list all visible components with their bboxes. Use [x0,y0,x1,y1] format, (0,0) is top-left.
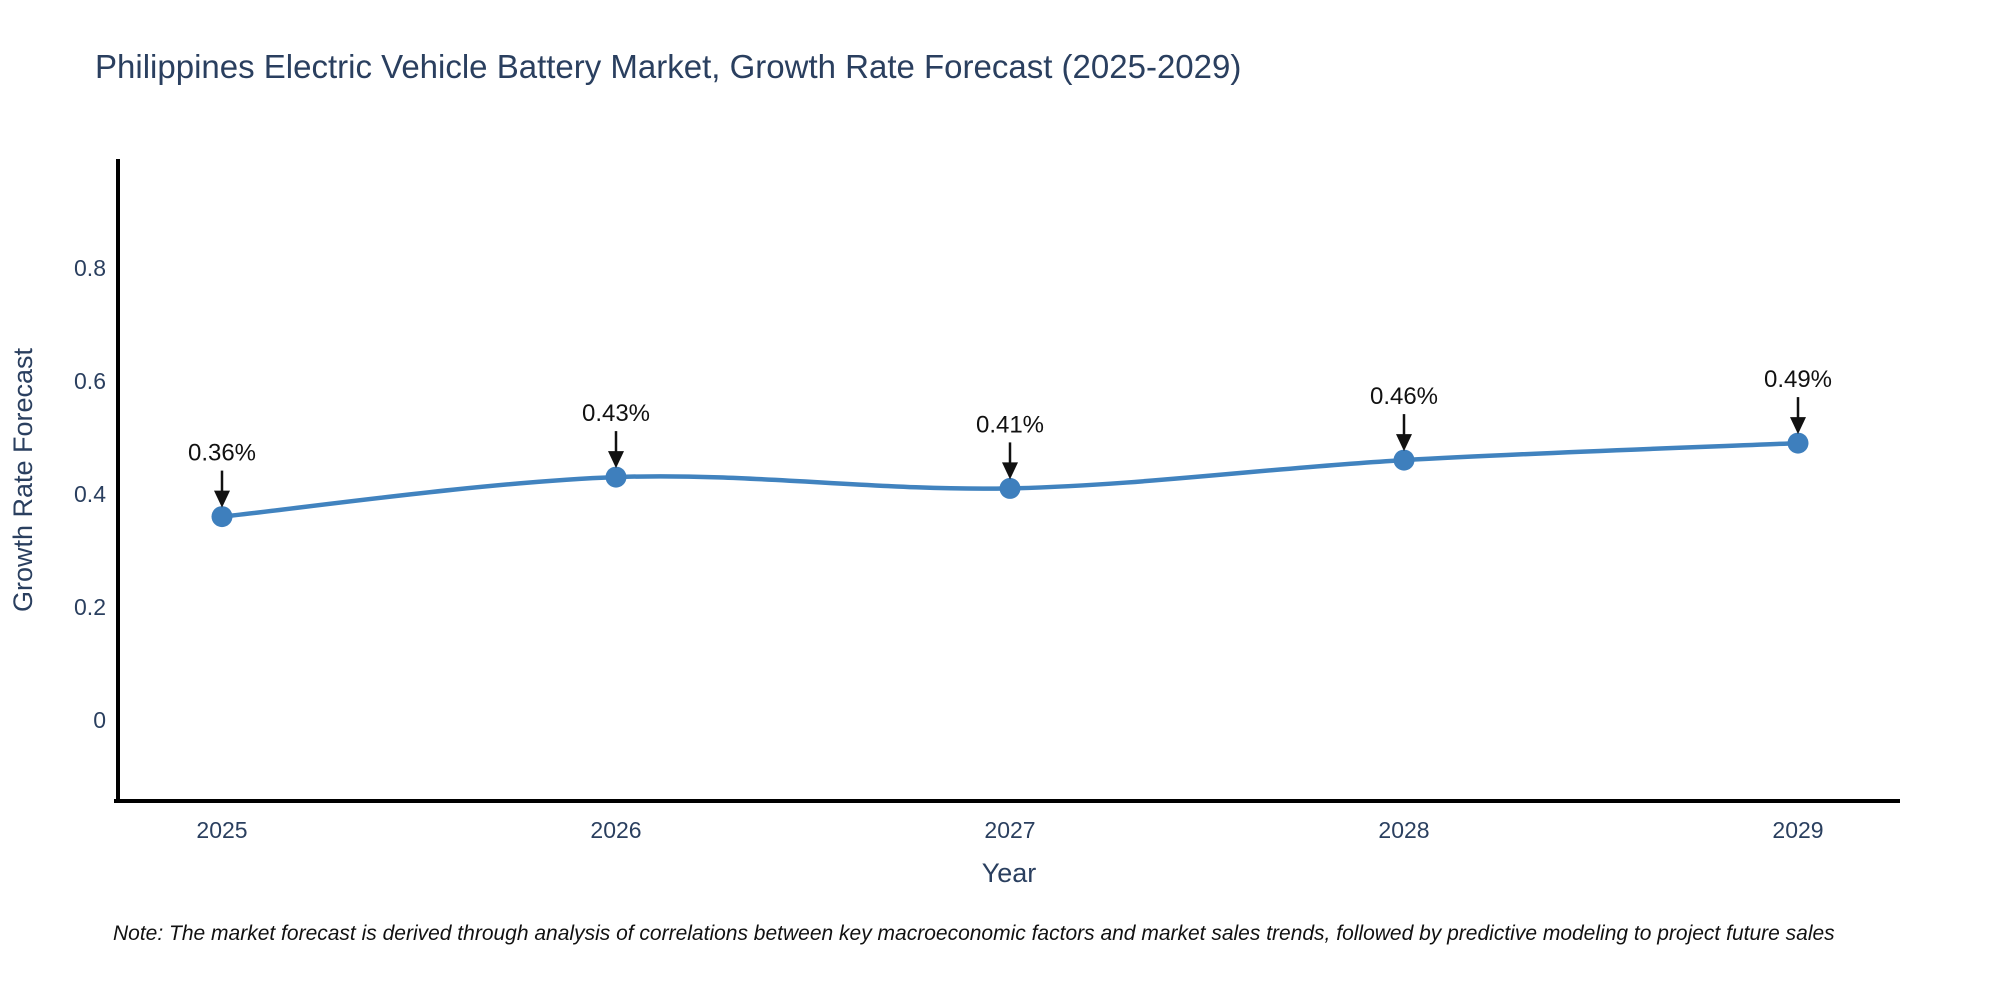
x-tick-label: 2026 [590,817,641,843]
chart-title: Philippines Electric Vehicle Battery Mar… [95,48,1242,85]
annotation-arrowhead-icon [608,451,624,469]
annotation-label: 0.49% [1764,366,1832,393]
y-tick-label: 0.2 [74,594,106,620]
data-point-2029[interactable] [1787,432,1809,454]
annotation-arrowhead-icon [214,490,230,508]
axes: 0 0.2 0.4 0.6 0.8 2025 2026 2027 2028 2029 [74,159,1900,843]
series-growth-rate [211,432,1809,528]
annotation-2025: 0.36% [188,440,256,508]
annotation-label: 0.43% [582,400,650,427]
annotation-2026: 0.43% [582,400,650,469]
annotation-arrowhead-icon [1002,462,1018,480]
annotations: 0.36% 0.43% 0.41% 0.46% 0.49% [188,366,1832,508]
annotation-2027: 0.41% [976,411,1044,480]
x-axis-title: Year [982,858,1037,888]
footnote: Note: The market forecast is derived thr… [113,922,1835,945]
x-tick-label: 2029 [1772,817,1823,843]
annotation-2028: 0.46% [1370,383,1438,452]
annotation-label: 0.46% [1370,383,1438,410]
data-point-2028[interactable] [1393,449,1415,471]
data-point-2026[interactable] [605,466,627,488]
annotation-label: 0.41% [976,411,1044,438]
data-point-2027[interactable] [999,477,1021,499]
x-tick-label: 2027 [984,817,1035,843]
x-tick-label: 2028 [1378,817,1429,843]
annotation-arrowhead-icon [1396,434,1412,452]
y-tick-label: 0.6 [74,368,106,394]
annotation-2029: 0.49% [1764,366,1832,435]
annotation-label: 0.36% [188,440,256,467]
x-tick-label: 2025 [196,817,247,843]
annotation-arrowhead-icon [1790,417,1806,435]
y-tick-label: 0.8 [74,255,106,281]
data-point-2025[interactable] [211,506,233,528]
y-tick-label: 0 [93,707,106,733]
y-axis-title: Growth Rate Forecast [8,347,38,612]
y-tick-label: 0.4 [74,481,106,507]
